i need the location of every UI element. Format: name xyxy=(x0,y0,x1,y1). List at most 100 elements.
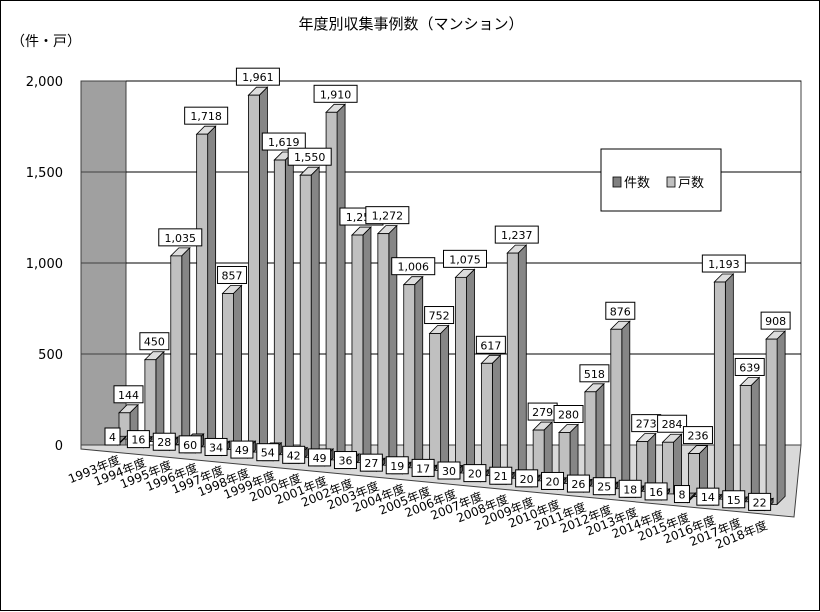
data-label-count: 42 xyxy=(282,445,306,464)
bar-units xyxy=(299,166,321,459)
svg-text:20: 20 xyxy=(546,475,560,488)
svg-text:908: 908 xyxy=(765,315,786,328)
data-label-units: 280 xyxy=(553,405,584,424)
data-label-count: 16 xyxy=(126,430,150,449)
data-label-count: 34 xyxy=(204,437,228,456)
data-label-count: 8 xyxy=(673,485,690,504)
data-label-count: 28 xyxy=(152,432,176,451)
svg-text:16: 16 xyxy=(649,486,663,499)
svg-text:450: 450 xyxy=(144,336,165,349)
data-label-count: 17 xyxy=(411,458,435,477)
svg-text:1,272: 1,272 xyxy=(372,210,404,223)
data-label-count: 22 xyxy=(748,492,772,511)
bar-units xyxy=(661,433,683,495)
svg-text:8: 8 xyxy=(678,489,685,502)
svg-text:49: 49 xyxy=(235,444,249,457)
chart-title: 年度別収集事例数（マンション） xyxy=(298,15,524,33)
bar-units xyxy=(713,273,735,501)
svg-text:876: 876 xyxy=(610,305,631,318)
data-label-count: 25 xyxy=(592,477,616,496)
svg-text:28: 28 xyxy=(157,436,171,449)
bar-units xyxy=(402,275,424,469)
data-label-count: 36 xyxy=(333,451,357,470)
svg-text:54: 54 xyxy=(261,447,275,460)
svg-text:15: 15 xyxy=(727,494,741,507)
svg-text:857: 857 xyxy=(222,269,243,282)
svg-text:17: 17 xyxy=(416,462,430,475)
data-label-count: 30 xyxy=(437,461,461,480)
data-label-count: 54 xyxy=(256,443,280,462)
data-label-units: 1,961 xyxy=(235,67,280,86)
data-label-units: 450 xyxy=(139,332,170,351)
data-label-count: 4 xyxy=(104,427,121,446)
svg-text:20: 20 xyxy=(520,473,534,486)
svg-text:1,910: 1,910 xyxy=(320,88,352,101)
data-label-count: 21 xyxy=(489,466,513,485)
svg-text:752: 752 xyxy=(429,310,450,323)
bar-units xyxy=(454,268,476,474)
y-tick-label: 2,000 xyxy=(26,75,63,90)
bar-units xyxy=(739,376,761,503)
legend-label: 件数 xyxy=(624,176,650,191)
data-label-count: 20 xyxy=(541,471,565,490)
bar-units xyxy=(583,382,605,488)
svg-text:34: 34 xyxy=(209,441,223,454)
bar-units xyxy=(376,224,398,467)
data-label-units: 1,718 xyxy=(184,106,229,125)
data-label-count: 20 xyxy=(515,469,539,488)
data-label-units: 617 xyxy=(475,335,506,354)
svg-text:279: 279 xyxy=(532,406,553,419)
svg-text:1,550: 1,550 xyxy=(294,151,326,164)
svg-text:284: 284 xyxy=(662,418,683,431)
svg-text:22: 22 xyxy=(753,496,767,509)
data-label-count: 19 xyxy=(385,456,409,475)
data-label-units: 1,006 xyxy=(391,257,436,276)
bar-units xyxy=(143,350,165,443)
svg-text:4: 4 xyxy=(109,431,116,444)
y-axis-unit-label: （件・戸） xyxy=(11,34,81,50)
svg-text:1,961: 1,961 xyxy=(242,71,274,84)
bar-units xyxy=(506,244,528,480)
svg-text:36: 36 xyxy=(338,455,352,468)
svg-text:144: 144 xyxy=(118,389,139,402)
legend-swatch xyxy=(612,176,622,188)
data-label-count: 20 xyxy=(463,464,487,483)
data-label-count: 49 xyxy=(308,448,332,467)
svg-text:1,237: 1,237 xyxy=(501,229,533,242)
data-label-units: 1,272 xyxy=(365,206,410,225)
svg-text:27: 27 xyxy=(364,457,378,470)
svg-text:518: 518 xyxy=(584,368,605,381)
data-label-units: 236 xyxy=(682,426,713,445)
data-label-count: 27 xyxy=(359,453,383,472)
bar-units xyxy=(325,103,347,461)
svg-text:20: 20 xyxy=(468,468,482,481)
data-label-units: 284 xyxy=(657,414,688,433)
y-tick-label: 500 xyxy=(38,348,63,363)
bar-units xyxy=(480,354,502,477)
data-label-units: 1,075 xyxy=(443,249,487,268)
svg-text:42: 42 xyxy=(287,449,301,462)
bar-units xyxy=(428,324,450,472)
svg-text:18: 18 xyxy=(623,483,637,496)
data-label-units: 1,550 xyxy=(287,147,332,166)
svg-text:280: 280 xyxy=(558,409,579,422)
svg-text:1,006: 1,006 xyxy=(397,261,429,274)
y-axis-ticks: 0 500 1,000 1,500 2,000 xyxy=(26,75,63,454)
data-label-units: 518 xyxy=(579,364,610,383)
svg-text:21: 21 xyxy=(494,470,508,483)
svg-text:1,075: 1,075 xyxy=(449,253,481,266)
data-label-units: 1,193 xyxy=(701,254,746,273)
data-label-units: 144 xyxy=(113,385,144,404)
svg-text:617: 617 xyxy=(480,339,501,352)
svg-text:1,718: 1,718 xyxy=(190,110,222,123)
data-label-count: 18 xyxy=(618,479,642,498)
legend-swatch xyxy=(666,176,676,188)
legend-label: 戸数 xyxy=(678,176,704,191)
svg-text:30: 30 xyxy=(442,465,456,478)
data-label-units: 273 xyxy=(631,414,662,433)
y-tick-label: 1,000 xyxy=(26,257,63,272)
svg-text:25: 25 xyxy=(597,481,611,494)
data-label-units: 752 xyxy=(424,306,455,325)
legend: 件数 戸数 xyxy=(600,148,722,212)
